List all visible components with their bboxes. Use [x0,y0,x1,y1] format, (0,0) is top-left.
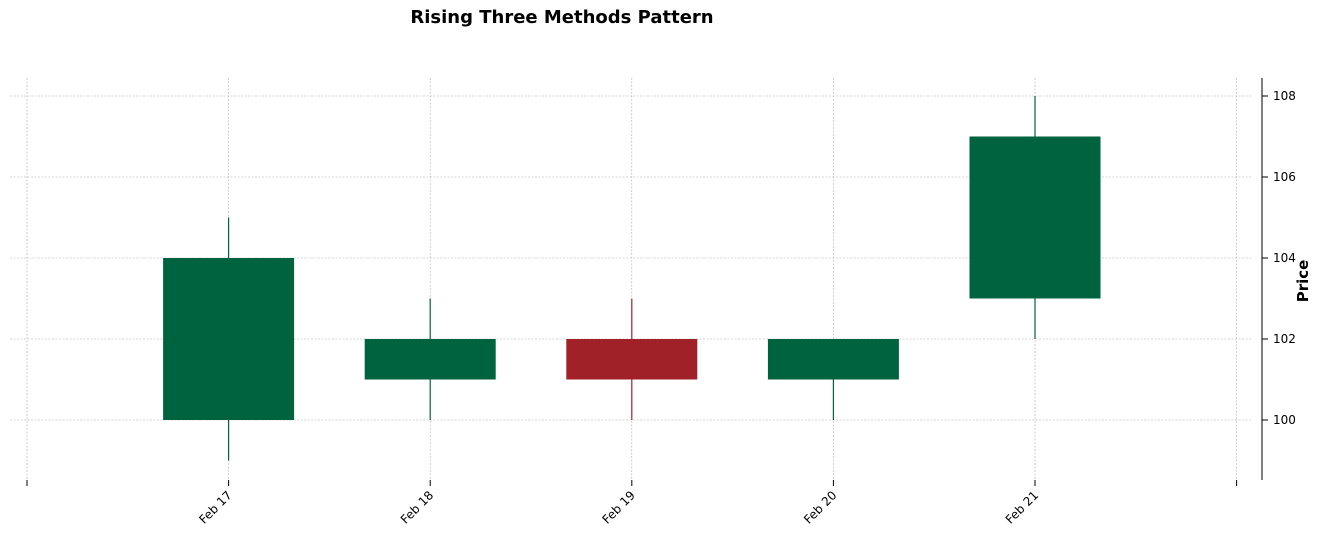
x-tick-label: Feb 20 [801,488,839,526]
candle-bullish [364,298,496,420]
y-tick-label: 106 [1273,170,1296,184]
candle-bullish [163,217,295,461]
candle-body [767,339,899,380]
y-tick-label: 108 [1273,89,1296,103]
y-tick-label: 100 [1273,413,1296,427]
y-axis-label: Price [1294,260,1312,303]
candle-body [566,339,698,380]
candle-layer [163,96,1101,461]
candle-body [163,258,295,420]
x-tick-label: Feb 17 [196,488,234,526]
candle-bullish [767,339,899,420]
x-tick-label: Feb 19 [599,488,637,526]
candle-body [969,136,1101,299]
x-tick-label: Feb 21 [1003,488,1041,526]
y-tick-label: 104 [1273,251,1296,265]
y-tick-label: 102 [1273,332,1296,346]
x-tick-label: Feb 18 [398,488,436,526]
chart-title: Rising Three Methods Pattern [410,7,714,28]
candle-body [364,339,496,380]
candle-bearish [566,298,698,420]
candle-bullish [969,96,1101,339]
